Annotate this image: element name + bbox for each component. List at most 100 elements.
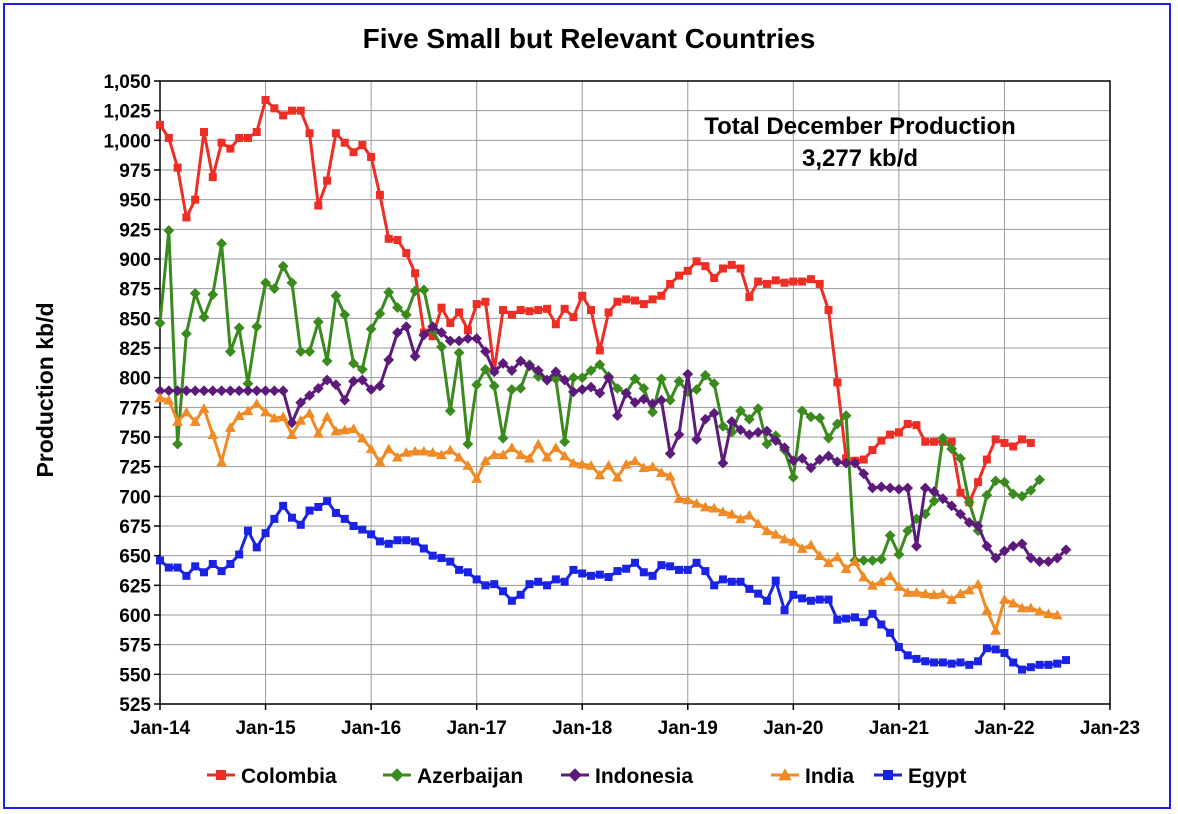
data-point-indonesia bbox=[436, 327, 447, 338]
data-point-indonesia bbox=[884, 482, 896, 494]
data-point-azerbaijan bbox=[946, 443, 958, 455]
x-tick-label: Jan-17 bbox=[447, 718, 507, 739]
data-point-egypt bbox=[859, 618, 868, 627]
y-tick-label: 775 bbox=[119, 398, 151, 419]
data-point-egypt bbox=[349, 522, 358, 530]
y-tick-label: 725 bbox=[119, 458, 151, 479]
data-point-egypt bbox=[534, 577, 543, 586]
data-point-indonesia bbox=[752, 426, 764, 438]
data-point-india bbox=[963, 584, 975, 595]
data-point-egypt bbox=[886, 628, 895, 637]
data-point-colombia bbox=[833, 378, 842, 387]
data-point-india bbox=[400, 447, 412, 457]
data-point-azerbaijan bbox=[814, 412, 826, 424]
data-point-colombia bbox=[463, 326, 472, 335]
y-tick-label: 525 bbox=[119, 695, 151, 716]
data-point-india bbox=[840, 563, 852, 574]
data-point-egypt bbox=[754, 589, 763, 598]
data-point-indonesia bbox=[999, 545, 1010, 557]
data-point-colombia bbox=[208, 173, 217, 182]
data-point-azerbaijan bbox=[189, 288, 201, 299]
data-point-colombia bbox=[745, 292, 754, 301]
data-point-azerbaijan bbox=[383, 286, 395, 298]
data-point-indonesia bbox=[858, 468, 870, 480]
data-point-egypt bbox=[217, 567, 226, 576]
data-point-indonesia bbox=[682, 368, 694, 380]
data-point-colombia bbox=[868, 446, 877, 455]
data-point-india bbox=[664, 470, 676, 481]
data-point-india bbox=[330, 425, 342, 436]
data-point-india bbox=[321, 411, 333, 422]
data-point-azerbaijan bbox=[207, 289, 219, 300]
data-point-indonesia bbox=[189, 385, 201, 397]
data-point-colombia bbox=[243, 133, 252, 142]
data-point-india bbox=[154, 392, 166, 403]
y-tick-label: 1,050 bbox=[103, 72, 151, 93]
data-point-egypt bbox=[947, 659, 956, 668]
data-point-colombia bbox=[578, 291, 587, 300]
data-point-egypt bbox=[965, 660, 974, 669]
data-point-colombia bbox=[736, 264, 745, 273]
data-point-colombia bbox=[762, 279, 771, 288]
data-point-india bbox=[524, 452, 535, 463]
data-point-azerbaijan bbox=[198, 311, 210, 323]
data-point-azerbaijan bbox=[233, 322, 245, 334]
data-point-india bbox=[207, 429, 219, 439]
data-point-egypt bbox=[912, 654, 921, 663]
data-point-indonesia bbox=[180, 385, 192, 397]
data-point-indonesia bbox=[365, 384, 377, 395]
data-point-indonesia bbox=[321, 374, 333, 386]
data-point-azerbaijan bbox=[937, 432, 949, 444]
data-point-indonesia bbox=[260, 385, 271, 397]
data-point-indonesia bbox=[990, 552, 1002, 564]
series-azerbaijan bbox=[154, 225, 1046, 566]
data-point-colombia bbox=[1000, 438, 1009, 447]
data-point-india bbox=[875, 576, 887, 587]
data-point-colombia bbox=[921, 437, 930, 446]
data-point-egypt bbox=[560, 577, 569, 586]
data-point-azerbaijan bbox=[612, 382, 623, 394]
data-point-azerbaijan bbox=[418, 284, 430, 296]
data-point-colombia bbox=[199, 128, 208, 137]
data-point-azerbaijan bbox=[400, 309, 412, 321]
data-point-india bbox=[189, 416, 201, 426]
data-point-azerbaijan bbox=[858, 555, 870, 566]
data-point-indonesia bbox=[647, 398, 658, 410]
data-point-egypt bbox=[516, 590, 525, 599]
data-point-colombia bbox=[587, 306, 596, 315]
x-tick-label: Jan-21 bbox=[869, 718, 930, 739]
data-point-indonesia bbox=[251, 385, 263, 397]
data-point-indonesia bbox=[497, 358, 509, 369]
legend-marker bbox=[216, 770, 226, 780]
data-point-egypt bbox=[842, 614, 851, 623]
data-point-indonesia bbox=[708, 407, 720, 419]
data-point-indonesia bbox=[655, 394, 667, 406]
data-point-indonesia bbox=[691, 433, 702, 445]
data-point-egypt bbox=[833, 615, 842, 624]
data-point-azerbaijan bbox=[823, 432, 834, 444]
data-point-indonesia bbox=[981, 540, 993, 552]
data-point-azerbaijan bbox=[409, 285, 421, 297]
data-point-egypt bbox=[252, 543, 261, 552]
data-point-india bbox=[277, 411, 289, 422]
data-point-egypt bbox=[1026, 663, 1035, 672]
y-tick-label: 625 bbox=[119, 576, 151, 597]
data-point-azerbaijan bbox=[902, 525, 914, 537]
series-egypt bbox=[156, 497, 1071, 674]
data-point-india bbox=[497, 449, 509, 460]
y-tick-label: 975 bbox=[119, 161, 151, 182]
data-point-colombia bbox=[1018, 435, 1027, 444]
data-point-india bbox=[928, 589, 940, 600]
data-point-india bbox=[444, 444, 456, 455]
data-point-colombia bbox=[789, 277, 798, 286]
data-point-colombia bbox=[287, 106, 296, 115]
data-point-azerbaijan bbox=[893, 549, 905, 560]
data-point-india bbox=[884, 570, 896, 581]
data-point-azerbaijan bbox=[444, 405, 456, 417]
data-point-egypt bbox=[666, 562, 675, 571]
data-point-indonesia bbox=[972, 520, 984, 532]
data-point-egypt bbox=[938, 658, 947, 667]
data-point-egypt bbox=[208, 559, 217, 568]
data-point-egypt bbox=[745, 584, 754, 593]
data-point-colombia bbox=[358, 141, 367, 150]
